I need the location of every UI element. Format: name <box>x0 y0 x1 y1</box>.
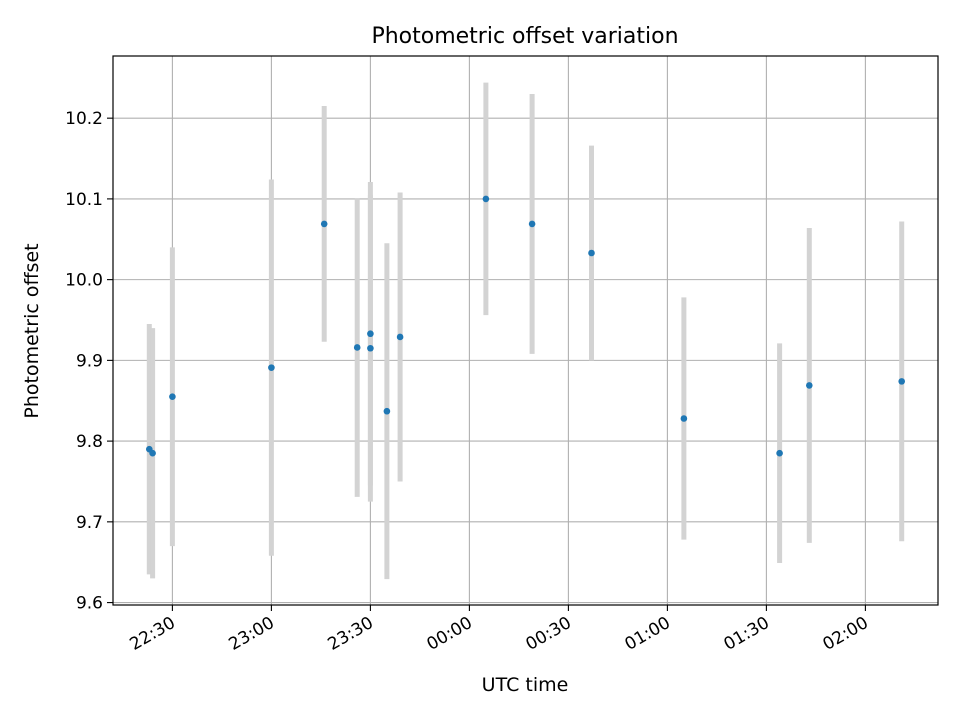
data-point <box>268 364 275 371</box>
y-tick-label: 9.9 <box>76 351 103 371</box>
plot-frame <box>112 55 939 606</box>
data-point <box>396 333 404 341</box>
data-point <box>367 344 374 352</box>
data-point <box>528 220 536 228</box>
y-tick-label: 10.1 <box>65 190 103 210</box>
data-points <box>146 195 905 457</box>
y-tick-label: 9.7 <box>76 513 103 533</box>
data-point <box>353 344 361 351</box>
data-point <box>806 382 813 389</box>
data-point <box>320 220 328 228</box>
y-tick-label: 9.8 <box>76 432 103 452</box>
grid-lines <box>113 56 938 605</box>
y-axis-label: Photometric offset <box>21 243 43 418</box>
data-point <box>169 393 176 401</box>
data-point <box>367 330 374 338</box>
data-point <box>680 415 688 422</box>
y-tick-label: 9.6 <box>76 594 103 614</box>
y-tick-label: 10.2 <box>65 109 103 129</box>
data-point <box>149 449 156 457</box>
data-point <box>776 449 783 457</box>
data-point <box>383 407 391 415</box>
data-point <box>898 378 905 385</box>
data-point <box>588 249 595 257</box>
data-point <box>482 195 490 203</box>
y-tick-label: 10.0 <box>65 271 103 291</box>
x-axis-label: UTC time <box>482 674 569 696</box>
chart-title: Photometric offset variation <box>371 24 678 49</box>
